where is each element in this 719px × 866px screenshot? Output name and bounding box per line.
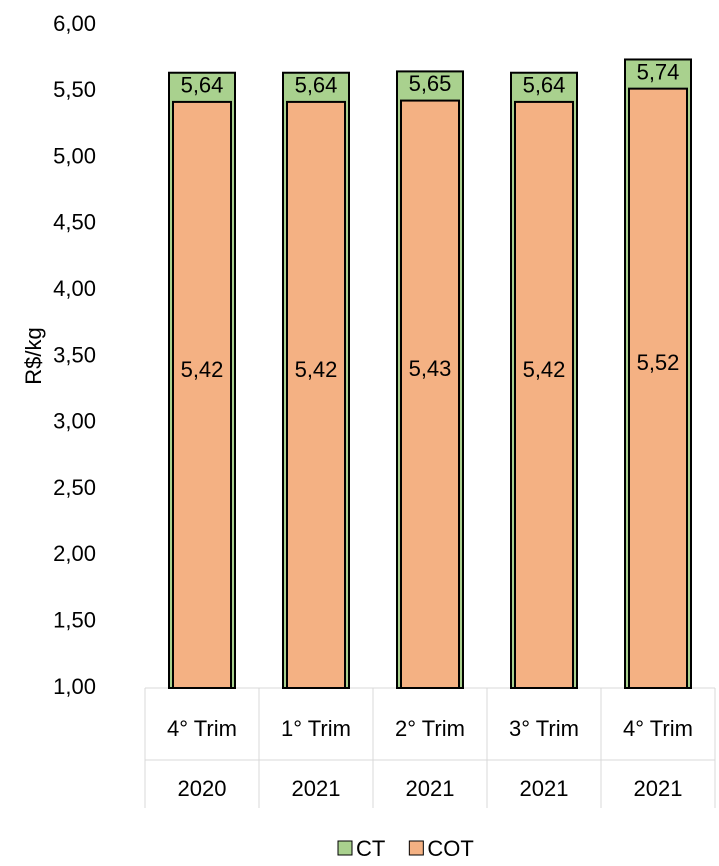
legend-label: COT (427, 836, 473, 861)
y-tick-label: 3,00 (53, 409, 96, 434)
x-tick-label: 2020 (178, 776, 227, 801)
x-tick-label: 2021 (520, 776, 569, 801)
value-label: 5,64 (295, 73, 338, 98)
x-tick-label: 2021 (634, 776, 683, 801)
bar (172, 100, 232, 689)
y-tick-label: 5,00 (53, 143, 96, 168)
y-tick-label: 4,00 (53, 276, 96, 301)
value-label: 5,42 (523, 357, 566, 382)
y-axis-title: R$/kg (21, 327, 46, 384)
y-tick-label: 2,50 (53, 475, 96, 500)
value-label: 5,43 (409, 356, 452, 381)
legend-swatch (337, 840, 353, 856)
bar (628, 87, 688, 689)
y-tick-label: 1,50 (53, 608, 96, 633)
bar (514, 100, 574, 689)
x-tick-label: 2° Trim (395, 716, 465, 741)
x-tick-label: 1° Trim (281, 716, 351, 741)
value-label: 5,65 (409, 71, 452, 96)
value-label: 5,52 (637, 350, 680, 375)
value-label: 5,74 (637, 59, 680, 84)
x-tick-label: 2021 (292, 776, 341, 801)
bar (400, 99, 460, 690)
legend-label: CT (356, 836, 385, 861)
y-tick-label: 1,00 (53, 674, 96, 699)
y-tick-label: 6,00 (53, 11, 96, 36)
legend-swatch (408, 840, 424, 856)
x-tick-label: 4° Trim (167, 716, 237, 741)
value-label: 5,42 (295, 357, 338, 382)
value-label: 5,42 (181, 357, 224, 382)
y-tick-label: 2,00 (53, 541, 96, 566)
y-tick-label: 5,50 (53, 77, 96, 102)
value-label: 5,64 (181, 73, 224, 98)
value-label: 5,64 (523, 73, 566, 98)
y-tick-label: 3,50 (53, 342, 96, 367)
x-tick-label: 3° Trim (509, 716, 579, 741)
bar (286, 100, 346, 689)
y-tick-label: 4,50 (53, 210, 96, 235)
x-tick-label: 4° Trim (623, 716, 693, 741)
x-tick-label: 2021 (406, 776, 455, 801)
